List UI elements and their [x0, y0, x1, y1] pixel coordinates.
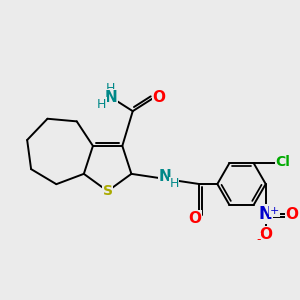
Text: S: S [103, 184, 112, 198]
Text: H: H [97, 98, 106, 111]
Text: O: O [189, 211, 202, 226]
Text: O: O [285, 207, 298, 222]
Text: -: - [256, 233, 261, 246]
Text: O: O [152, 89, 166, 104]
Text: H: H [169, 177, 179, 190]
Text: +: + [270, 206, 279, 216]
Text: H: H [106, 82, 115, 95]
Text: N: N [259, 205, 273, 223]
Text: N: N [104, 89, 117, 104]
Text: N: N [159, 169, 172, 184]
Text: Cl: Cl [275, 155, 290, 169]
Text: O: O [259, 227, 272, 242]
